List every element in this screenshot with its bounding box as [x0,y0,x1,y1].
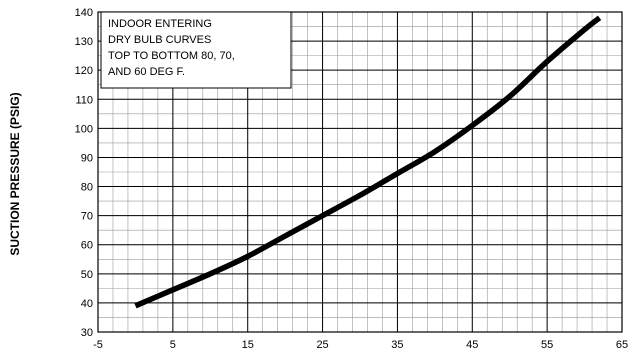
x-tick-label: 35 [391,339,403,351]
y-tick-label: 30 [81,327,93,339]
y-tick-label: 120 [75,65,93,77]
x-tick-label: 45 [466,339,478,351]
x-tick-label: -5 [93,339,103,351]
x-tick-label: 15 [242,339,254,351]
series-line-1 [134,15,602,309]
y-tick-label: 130 [75,36,93,48]
annotation-line-1: INDOOR ENTERING [108,18,212,30]
y-tick-label: 60 [81,240,93,252]
y-tick-label: 40 [81,298,93,310]
y-tick-label: 80 [81,182,93,194]
y-tick-label: 140 [75,7,93,19]
series-layer [134,15,602,309]
y-axis-label: SUCTION PRESSURE (PSIG) [8,92,22,255]
x-tick-label: 5 [170,339,176,351]
y-tick-labels: 30 40 50 60 70 80 90 100 110 120 130 140 [75,7,93,339]
annotation-box: INDOOR ENTERING DRY BULB CURVES TOP TO B… [100,11,292,89]
y-tick-label: 50 [81,269,93,281]
y-tick-label: 110 [75,94,93,106]
x-tick-label: 55 [541,339,553,351]
y-tick-label: 70 [81,211,93,223]
y-tick-label: 90 [81,152,93,164]
plot-frame [97,11,623,333]
annotation-line-2: DRY BULB CURVES [108,34,211,46]
annotation-line-3: TOP TO BOTTOM 80, 70, [108,50,235,62]
x-tick-label: 65 [616,339,628,351]
annotation-line-4: AND 60 DEG F. [108,66,185,78]
x-tick-labels: -5 5 15 25 35 45 55 65 [93,339,628,351]
y-tick-label: 100 [75,123,93,135]
x-tick-label: 25 [316,339,328,351]
annotation-frame [100,11,292,89]
